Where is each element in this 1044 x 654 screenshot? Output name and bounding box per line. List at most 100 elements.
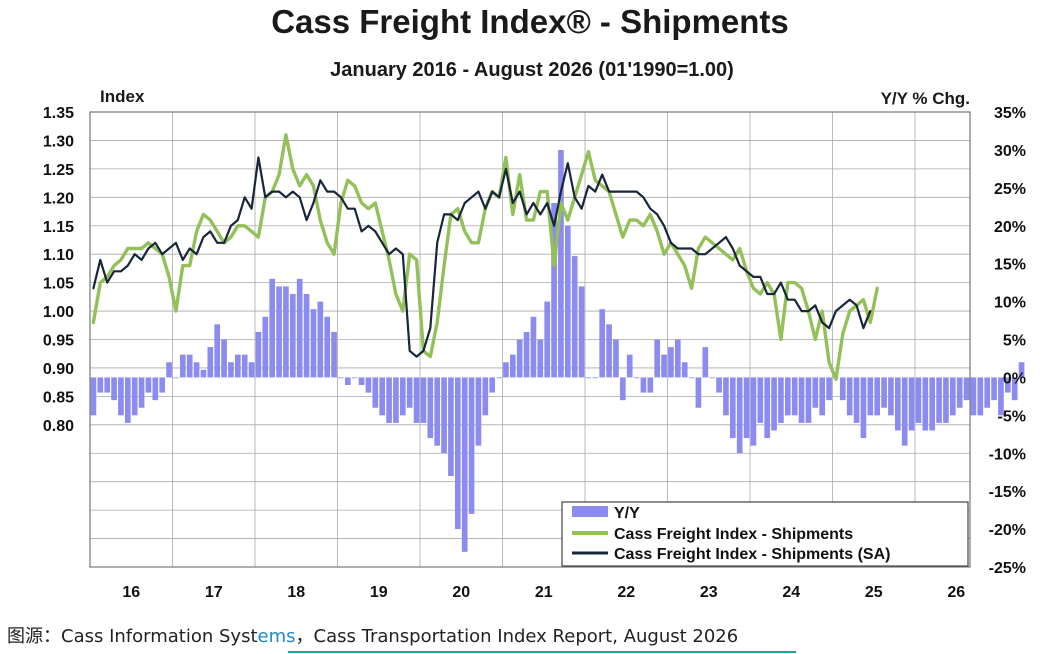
x-tick-label: 26 xyxy=(947,584,965,601)
yy-bar xyxy=(551,203,557,378)
left-tick-label: 1.30 xyxy=(43,133,74,150)
right-axis-title: Y/Y % Chg. xyxy=(881,89,970,108)
yy-bar xyxy=(633,377,640,379)
yy-bar xyxy=(695,377,702,408)
yy-bar xyxy=(399,377,406,416)
left-tick-label: 1.10 xyxy=(43,247,74,264)
left-tick-label: 1.20 xyxy=(43,190,74,207)
yy-bar xyxy=(530,316,537,378)
yy-bar xyxy=(668,347,674,378)
yy-bar xyxy=(179,354,186,378)
x-tick-label: 21 xyxy=(535,584,553,601)
yy-bar xyxy=(984,377,991,408)
yy-bar xyxy=(537,339,544,378)
yy-bar xyxy=(626,354,633,378)
yy-bar xyxy=(193,362,200,378)
legend-yy-label: Y/Y xyxy=(614,505,640,522)
yy-bar xyxy=(516,339,523,378)
yy-bar xyxy=(372,377,379,408)
yy-bar xyxy=(509,354,516,378)
yy-bar xyxy=(936,377,942,423)
yy-bar xyxy=(661,354,667,378)
yy-bar xyxy=(998,377,1004,416)
x-axis-ticks: 16 17 18 19 20 21 22 23 24 25 26 xyxy=(122,584,965,601)
yy-bar xyxy=(599,309,606,378)
legend-yy-swatch xyxy=(572,506,608,517)
yy-bar xyxy=(434,377,441,446)
source-underline xyxy=(288,651,796,653)
yy-bar xyxy=(846,377,853,416)
left-tick-label: 0.95 xyxy=(43,333,74,350)
yy-bar xyxy=(1011,377,1018,401)
yy-bar xyxy=(784,377,791,416)
x-tick-label: 17 xyxy=(205,584,223,601)
right-tick-label: 10% xyxy=(994,295,1026,312)
yy-bar xyxy=(200,369,207,378)
yy-bar xyxy=(640,377,647,393)
yy-bar xyxy=(674,339,681,378)
left-tick-label: 1.15 xyxy=(43,219,74,236)
yy-bar xyxy=(681,362,688,378)
yy-bar xyxy=(819,377,826,416)
yy-bar xyxy=(881,377,887,408)
yy-bar xyxy=(276,286,282,378)
right-tick-label: -10% xyxy=(989,446,1026,463)
yy-bar xyxy=(1004,377,1011,393)
right-tick-label: -20% xyxy=(989,522,1026,539)
yy-bar xyxy=(386,377,392,423)
yy-bar xyxy=(943,377,949,423)
yy-bar xyxy=(379,377,386,416)
left-tick-label: 1.05 xyxy=(43,276,74,293)
yy-bar xyxy=(145,377,152,393)
yy-bar xyxy=(688,377,695,379)
right-tick-label: -25% xyxy=(989,560,1026,577)
chart-legend: Y/Y Cass Freight Index - Shipments Cass … xyxy=(561,501,969,567)
yy-bar xyxy=(351,377,358,379)
yy-bar xyxy=(963,377,970,401)
yy-bar xyxy=(613,339,619,378)
yy-bar xyxy=(152,377,159,401)
yy-bar xyxy=(111,377,117,401)
yy-bar xyxy=(310,309,317,378)
yy-bar xyxy=(358,377,365,385)
yy-bar xyxy=(750,377,757,446)
right-tick-label: -15% xyxy=(989,484,1026,501)
yy-bar xyxy=(97,377,104,393)
yy-bar xyxy=(991,377,997,401)
plot-frame xyxy=(89,111,971,568)
right-tick-label: 35% xyxy=(994,105,1026,122)
yy-bar xyxy=(702,347,709,378)
yy-bar xyxy=(970,377,977,416)
yy-bar xyxy=(860,377,867,439)
yy-bar xyxy=(468,377,475,514)
left-axis-ticks: 1.35 1.30 1.25 1.20 1.15 1.10 1.05 1.00 0.95 0.90… xyxy=(43,105,74,435)
left-tick-label: 1.35 xyxy=(43,105,74,122)
yy-bar xyxy=(221,339,227,378)
yy-bar xyxy=(186,354,193,378)
yy-bar xyxy=(1018,362,1025,378)
chart-subtitle: January 2016 - August 2026 (01'1990=1.00… xyxy=(330,59,734,81)
right-tick-label: 15% xyxy=(994,257,1026,274)
right-axis-ticks: 35% 30% 25% 20% 15% 10% 5% 0% -5% -10% -15% -20% -25… xyxy=(989,105,1026,577)
yy-bar xyxy=(839,377,846,401)
shipments-line xyxy=(91,133,879,381)
yy-bar xyxy=(585,377,592,379)
yy-bar xyxy=(441,377,447,454)
yy-bar xyxy=(894,377,901,431)
yy-bar xyxy=(475,377,482,446)
yy-bar xyxy=(489,377,496,393)
yy-bar xyxy=(812,377,819,408)
yy-bar xyxy=(104,377,111,393)
yy-bar xyxy=(805,377,812,423)
right-tick-label: 5% xyxy=(1003,333,1026,350)
yy-bar xyxy=(757,377,764,423)
yy-bar xyxy=(427,377,434,439)
yy-bar xyxy=(874,377,881,416)
chart-grid xyxy=(90,111,970,568)
yy-bar xyxy=(173,377,179,379)
yy-bar xyxy=(571,256,578,378)
yy-bar xyxy=(654,339,661,378)
yy-bar xyxy=(338,377,344,379)
yy-bars xyxy=(90,149,1025,552)
yy-bar xyxy=(798,377,805,423)
